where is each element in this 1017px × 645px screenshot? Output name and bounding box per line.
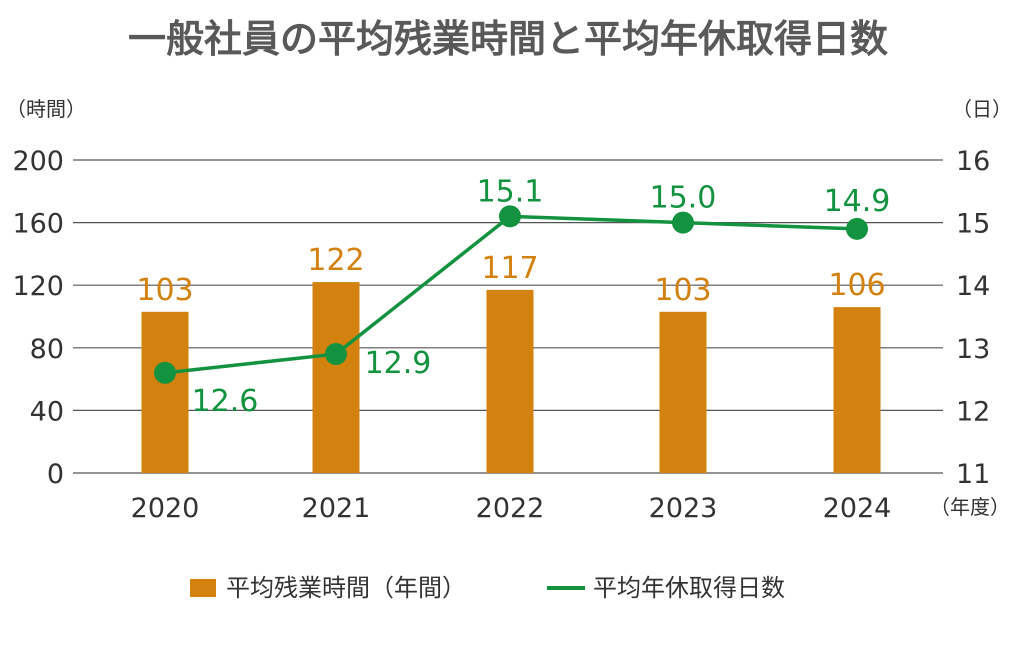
line-value-label: 14.9 <box>824 184 891 219</box>
left-tick-label: 120 <box>12 271 64 302</box>
line-value-label: 15.0 <box>650 181 717 216</box>
line-value-label: 12.9 <box>365 346 432 381</box>
line-series <box>154 205 868 384</box>
bar-value-label: 103 <box>654 273 711 308</box>
bar <box>312 282 360 473</box>
right-tick-label: 11 <box>956 459 990 490</box>
left-tick-label: 0 <box>47 459 64 490</box>
left-tick-label: 40 <box>30 396 64 427</box>
right-tick-label: 13 <box>956 334 990 365</box>
right-tick-label: 16 <box>956 146 990 177</box>
bar-value-label: 106 <box>828 268 885 303</box>
line-point <box>846 217 868 240</box>
left-tick-label: 160 <box>12 209 64 240</box>
line-point <box>325 343 347 366</box>
bar-value-label: 122 <box>307 243 364 278</box>
right-axis-ticks: 11 12 13 14 15 16 <box>956 146 990 490</box>
x-axis-category-labels: 2020 2021 2022 2023 2024 <box>131 493 892 524</box>
right-axis-unit: （日） <box>952 97 1012 121</box>
bar <box>659 311 707 473</box>
line-point <box>154 361 176 384</box>
line-data-labels: 12.6 12.9 15.1 15.0 14.9 <box>192 174 891 419</box>
right-tick-label: 14 <box>956 271 990 302</box>
category-label: 2021 <box>302 493 371 524</box>
left-tick-label: 200 <box>12 146 64 177</box>
right-tick-label: 12 <box>956 396 990 427</box>
line-value-label: 15.1 <box>477 174 544 209</box>
bar <box>141 311 189 473</box>
bar-value-label: 117 <box>481 251 538 286</box>
legend: 平均残業時間（年間） 平均年休取得日数 <box>190 574 785 602</box>
left-tick-label: 80 <box>30 334 64 365</box>
line-value-label: 12.6 <box>192 384 259 419</box>
bar <box>486 289 534 473</box>
bar-data-labels: 103 122 117 103 106 <box>136 243 885 308</box>
bar-value-label: 103 <box>136 273 193 308</box>
category-label: 2024 <box>823 493 892 524</box>
legend-bar-swatch <box>190 579 216 597</box>
x-axis-unit: （年度） <box>930 495 1010 519</box>
category-label: 2020 <box>131 493 200 524</box>
chart-title: 一般社員の平均残業時間と平均年休取得日数 <box>128 17 888 61</box>
right-tick-label: 15 <box>956 209 990 240</box>
left-axis-ticks: 0 40 80 120 160 200 <box>12 146 64 490</box>
bar-series <box>141 282 881 473</box>
line-point <box>672 211 694 234</box>
legend-bar-label: 平均残業時間（年間） <box>226 574 466 602</box>
left-axis-unit: （時間） <box>6 97 86 121</box>
bar <box>833 307 881 473</box>
category-label: 2023 <box>649 493 718 524</box>
legend-line-label: 平均年休取得日数 <box>593 574 785 602</box>
category-label: 2022 <box>476 493 545 524</box>
line-point <box>499 205 521 228</box>
